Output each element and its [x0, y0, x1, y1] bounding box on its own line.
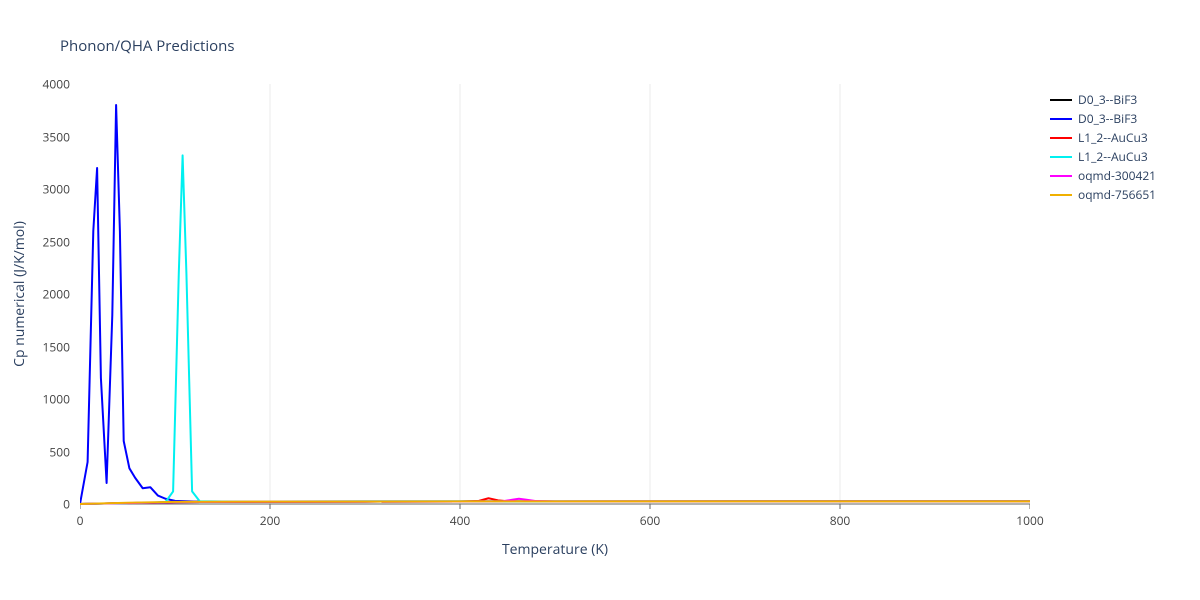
x-tick-label: 0 [77, 512, 84, 529]
series-line [80, 155, 1030, 504]
series-line [80, 105, 1030, 504]
y-tick-label: 3000 [43, 181, 70, 198]
legend-swatch [1050, 156, 1072, 158]
x-tick-label: 1000 [1016, 512, 1043, 529]
legend-item[interactable]: L1_2--AuCu3 [1050, 128, 1156, 147]
x-tick-label: 400 [450, 512, 471, 529]
legend-item[interactable]: oqmd-300421 [1050, 166, 1156, 185]
legend-label: L1_2--AuCu3 [1078, 148, 1148, 165]
x-tick-label: 600 [640, 512, 661, 529]
y-tick-label: 1000 [43, 391, 70, 408]
x-axis-label: Temperature (K) [80, 540, 1030, 559]
x-tick-label: 200 [260, 512, 281, 529]
y-tick-label: 4000 [43, 76, 70, 93]
legend-item[interactable]: L1_2--AuCu3 [1050, 147, 1156, 166]
y-tick-label: 3500 [43, 128, 70, 145]
chart-title: Phonon/QHA Predictions [60, 36, 235, 56]
legend-swatch [1050, 99, 1072, 101]
legend-label: L1_2--AuCu3 [1078, 129, 1148, 146]
legend-item[interactable]: D0_3--BiF3 [1050, 90, 1156, 109]
legend-label: D0_3--BiF3 [1078, 110, 1137, 127]
legend-label: oqmd-756651 [1078, 186, 1156, 203]
y-axis-label: Cp numerical (J/K/mol) [10, 84, 30, 504]
legend: D0_3--BiF3 D0_3--BiF3 L1_2--AuCu3 L1_2--AuC… [1050, 90, 1156, 204]
y-tick-label: 0 [63, 496, 70, 513]
plot-area[interactable]: 0200400600800100005001000150020002500300… [80, 84, 1030, 504]
legend-item[interactable]: oqmd-756651 [1050, 185, 1156, 204]
legend-label: oqmd-300421 [1078, 167, 1156, 184]
y-tick-label: 500 [49, 443, 70, 460]
legend-item[interactable]: D0_3--BiF3 [1050, 109, 1156, 128]
plot-svg [80, 84, 1030, 510]
legend-swatch [1050, 175, 1072, 177]
x-tick-label: 800 [830, 512, 851, 529]
legend-label: D0_3--BiF3 [1078, 91, 1137, 108]
legend-swatch [1050, 194, 1072, 196]
y-tick-label: 2500 [43, 233, 70, 250]
legend-swatch [1050, 137, 1072, 139]
y-tick-label: 1500 [43, 338, 70, 355]
legend-swatch [1050, 118, 1072, 120]
chart-container: Phonon/QHA Predictions 02004006008001000… [0, 0, 1200, 600]
y-tick-label: 2000 [43, 286, 70, 303]
